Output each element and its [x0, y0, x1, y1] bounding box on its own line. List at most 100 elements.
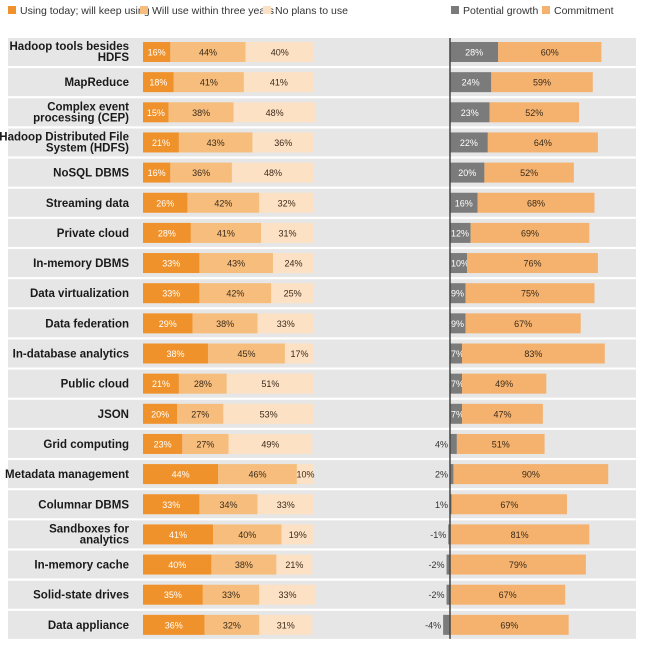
bar-using-today-will-keep-using-data-federation [143, 313, 193, 334]
value-label-no-plans-to-use-complex-event-processing-cep: 48% [266, 108, 284, 118]
value-label-using-today-will-keep-using-complex-event-processing-cep: 15% [147, 108, 165, 118]
bar-commitment-in-database-analytics [462, 343, 605, 364]
value-label-using-today-will-keep-using-sandboxes-for-analytics: 41% [169, 530, 187, 540]
bar-no-plans-to-use-metadata-management [296, 464, 314, 485]
value-label-will-use-within-three-years-nosql-dbms: 36% [192, 168, 210, 178]
bar-commitment-grid-computing [456, 433, 545, 454]
legend-swatch-commitment [542, 6, 550, 14]
category-label-solid-state-drives: Solid-state drives [33, 590, 129, 602]
value-label-commitment-private-cloud: 69% [521, 228, 539, 238]
legend-swatch-using-today-will-keep-using [8, 6, 16, 14]
value-label-potential-growth-json: 7% [451, 409, 464, 419]
bar-commitment-columnar-dbms [451, 494, 567, 515]
bar-no-plans-to-use-mapreduce [243, 72, 314, 93]
bar-potential-growth-hadoop-distributed-file-system-hdfs [450, 132, 488, 153]
bar-using-today-will-keep-using-columnar-dbms [143, 494, 200, 515]
value-label-using-today-will-keep-using-hadoop-distributed-file-system-hdfs: 21% [152, 138, 170, 148]
bar-potential-growth-json [450, 403, 463, 424]
value-label-no-plans-to-use-nosql-dbms: 48% [264, 168, 282, 178]
bar-will-use-within-three-years-hadoop-tools-besides-hdfs [170, 42, 246, 62]
category-label-in-memory-dbms: In-memory DBMS [33, 258, 129, 270]
value-label-potential-growth-streaming-data: 16% [455, 198, 473, 208]
value-label-commitment-data-virtualization: 75% [521, 289, 539, 299]
value-label-potential-growth-private-cloud: 12% [451, 228, 469, 238]
category-label-line: processing (CEP) [33, 112, 129, 124]
value-label-will-use-within-three-years-mapreduce: 41% [200, 78, 218, 88]
bar-using-today-will-keep-using-data-virtualization [143, 283, 200, 304]
category-label-line: Complex event [47, 101, 129, 113]
value-label-using-today-will-keep-using-in-memory-dbms: 33% [162, 259, 180, 269]
category-label-grid-computing: Grid computing [43, 439, 129, 451]
bar-using-today-will-keep-using-nosql-dbms [143, 162, 171, 183]
bar-no-plans-to-use-data-appliance [259, 614, 313, 635]
bar-no-plans-to-use-complex-event-processing-cep [233, 102, 316, 123]
bar-commitment-public-cloud [462, 373, 547, 394]
value-label-will-use-within-three-years-hadoop-tools-besides-hdfs: 44% [199, 48, 217, 58]
category-label-line: System (HDFS) [46, 142, 129, 154]
value-label-commitment-solid-state-drives: 67% [499, 590, 517, 600]
value-label-no-plans-to-use-in-memory-dbms: 24% [284, 259, 302, 269]
value-label-potential-growth-public-cloud: 7% [451, 379, 464, 389]
value-label-potential-growth-data-virtualization: 9% [451, 289, 464, 299]
value-label-no-plans-to-use-metadata-management: 10% [296, 470, 314, 480]
value-label-commitment-data-federation: 67% [514, 319, 532, 329]
category-label-nosql-dbms: NoSQL DBMS [53, 168, 129, 180]
bar-potential-growth-private-cloud [450, 222, 471, 243]
value-label-using-today-will-keep-using-in-database-analytics: 38% [166, 349, 184, 359]
value-label-commitment-complex-event-processing-cep: 52% [525, 108, 543, 118]
bar-commitment-data-virtualization [465, 283, 595, 304]
bar-commitment-hadoop-distributed-file-system-hdfs [487, 132, 598, 153]
value-label-potential-growth-complex-event-processing-cep: 23% [461, 108, 479, 118]
bar-potential-growth-public-cloud [450, 373, 463, 394]
bar-commitment-solid-state-drives [450, 584, 566, 605]
bar-will-use-within-three-years-in-database-analytics [207, 343, 285, 364]
bar-using-today-will-keep-using-in-memory-cache [143, 554, 212, 575]
bar-potential-growth-metadata-management [450, 464, 454, 485]
bar-potential-growth-solid-state-drives [446, 584, 450, 605]
bar-will-use-within-three-years-hadoop-distributed-file-system-hdfs [178, 132, 253, 153]
value-label-will-use-within-three-years-json: 27% [191, 409, 209, 419]
value-label-will-use-within-three-years-streaming-data: 42% [214, 198, 232, 208]
bar-commitment-private-cloud [470, 222, 590, 243]
value-label-commitment-json: 47% [493, 409, 511, 419]
bar-no-plans-to-use-columnar-dbms [257, 494, 314, 515]
value-label-commitment-columnar-dbms: 67% [500, 500, 518, 510]
value-label-will-use-within-three-years-in-memory-cache: 38% [235, 560, 253, 570]
category-label-data-federation: Data federation [45, 318, 129, 330]
bar-no-plans-to-use-hadoop-tools-besides-hdfs [245, 42, 314, 62]
value-label-using-today-will-keep-using-public-cloud: 21% [152, 379, 170, 389]
category-label-data-virtualization: Data virtualization [30, 288, 129, 300]
value-label-commitment-data-appliance: 69% [500, 620, 518, 630]
bar-will-use-within-three-years-streaming-data [187, 192, 260, 213]
bar-commitment-metadata-management [453, 464, 609, 485]
category-label-json: JSON [98, 409, 129, 421]
value-label-commitment-grid-computing: 51% [492, 439, 510, 449]
bar-no-plans-to-use-in-database-analytics [284, 343, 314, 364]
category-label-metadata-management: Metadata management [5, 469, 129, 481]
value-label-will-use-within-three-years-columnar-dbms: 34% [219, 500, 237, 510]
bar-using-today-will-keep-using-streaming-data [143, 192, 188, 213]
value-label-will-use-within-three-years-private-cloud: 41% [217, 228, 235, 238]
bar-commitment-data-federation [465, 313, 581, 334]
value-label-potential-growth-in-database-analytics: 7% [451, 349, 464, 359]
bar-using-today-will-keep-using-solid-state-drives [143, 584, 203, 605]
bar-will-use-within-three-years-metadata-management [218, 464, 297, 485]
bar-will-use-within-three-years-columnar-dbms [199, 494, 258, 515]
bar-potential-growth-in-memory-cache [446, 554, 450, 575]
value-label-no-plans-to-use-streaming-data: 32% [278, 198, 296, 208]
bar-commitment-hadoop-tools-besides-hdfs [498, 42, 602, 62]
bar-potential-growth-data-appliance [443, 614, 450, 635]
bar-using-today-will-keep-using-public-cloud [143, 373, 179, 394]
bar-no-plans-to-use-json [223, 403, 314, 424]
category-label-in-database-analytics: In-database analytics [13, 349, 129, 361]
bar-no-plans-to-use-data-federation [257, 313, 314, 334]
bar-using-today-will-keep-using-complex-event-processing-cep [143, 102, 169, 123]
value-label-no-plans-to-use-mapreduce: 41% [270, 78, 288, 88]
bar-no-plans-to-use-in-memory-cache [276, 554, 313, 575]
bar-using-today-will-keep-using-in-database-analytics [143, 343, 208, 364]
bar-using-today-will-keep-using-mapreduce [143, 72, 174, 93]
bar-potential-growth-sandboxes-for-analytics [448, 524, 450, 545]
value-label-commitment-streaming-data: 68% [527, 198, 545, 208]
bar-will-use-within-three-years-data-federation [192, 313, 258, 334]
bar-using-today-will-keep-using-json [143, 403, 178, 424]
